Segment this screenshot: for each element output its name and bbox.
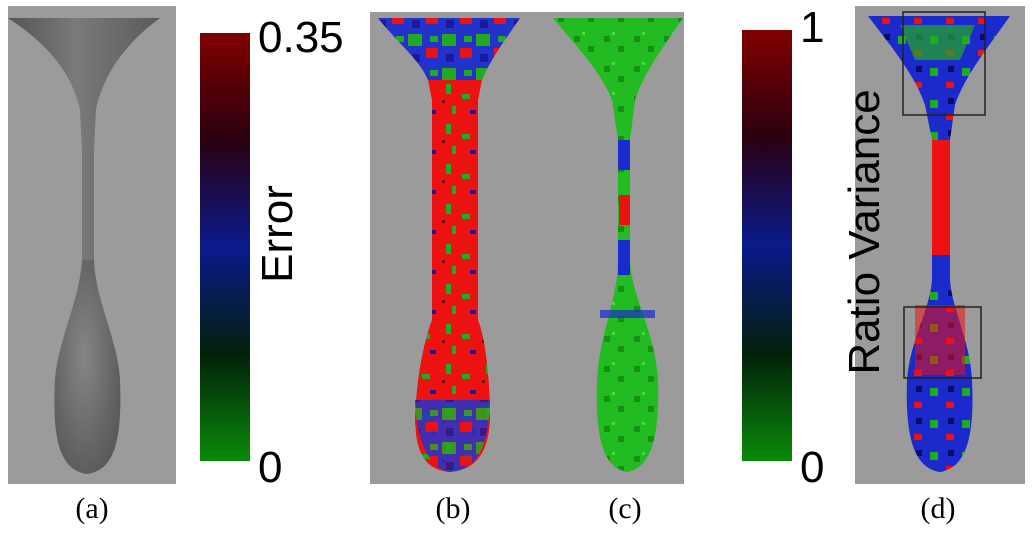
error-colorbar <box>200 33 250 461</box>
ratio-colorbar-max: 1 <box>800 3 825 52</box>
caption-b: (b) <box>435 492 471 525</box>
caption-a: (a) <box>75 492 109 525</box>
highlight-box-top <box>902 11 986 116</box>
ratio-colorbar-min: 0 <box>800 443 825 492</box>
ratio-variance-colorbar <box>742 30 792 461</box>
shape-c <box>553 18 683 472</box>
error-colorbar-min: 0 <box>258 443 283 492</box>
shape-a <box>8 18 160 474</box>
shape-d <box>868 16 1010 472</box>
shape-b <box>378 18 520 472</box>
error-colorbar-max: 0.35 <box>258 13 344 62</box>
caption-c: (c) <box>608 492 642 525</box>
caption-d: (d) <box>920 492 956 525</box>
highlight-box-bottom <box>903 306 982 379</box>
